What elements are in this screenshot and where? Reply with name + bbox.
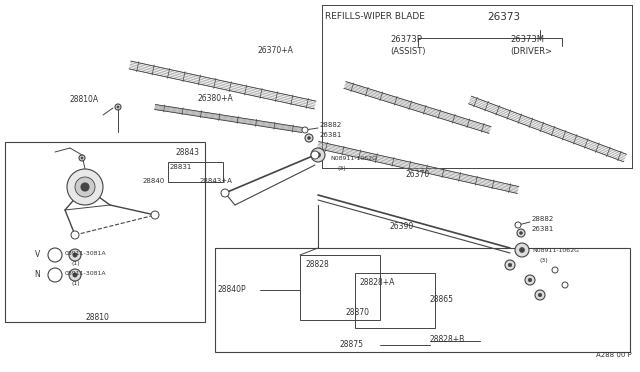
Text: 28870: 28870 bbox=[345, 308, 369, 317]
Text: V: V bbox=[35, 250, 40, 259]
Text: 08911-3081A: 08911-3081A bbox=[65, 251, 107, 256]
Text: 28875: 28875 bbox=[340, 340, 364, 349]
Bar bbox=[215, 248, 630, 352]
Circle shape bbox=[535, 290, 545, 300]
Text: N08911-1062G: N08911-1062G bbox=[330, 156, 377, 161]
Circle shape bbox=[316, 153, 321, 157]
Circle shape bbox=[302, 127, 308, 133]
Text: 28828+B: 28828+B bbox=[430, 335, 465, 344]
Circle shape bbox=[73, 273, 77, 277]
Circle shape bbox=[505, 260, 515, 270]
Circle shape bbox=[308, 137, 310, 140]
Circle shape bbox=[520, 232, 522, 234]
Text: 28882: 28882 bbox=[532, 216, 554, 222]
Circle shape bbox=[508, 263, 512, 267]
Text: (3): (3) bbox=[337, 166, 346, 171]
Circle shape bbox=[115, 104, 121, 110]
Circle shape bbox=[67, 169, 103, 205]
Text: 26373: 26373 bbox=[487, 12, 520, 22]
Circle shape bbox=[552, 267, 558, 273]
Circle shape bbox=[221, 189, 229, 197]
Circle shape bbox=[151, 211, 159, 219]
Text: 28882: 28882 bbox=[320, 122, 342, 128]
Circle shape bbox=[562, 282, 568, 288]
Text: 26370+A: 26370+A bbox=[258, 46, 294, 55]
Text: (1): (1) bbox=[72, 281, 81, 286]
Text: 28831: 28831 bbox=[170, 164, 193, 170]
Text: 26380+A: 26380+A bbox=[198, 94, 234, 103]
Circle shape bbox=[525, 275, 535, 285]
Text: 26373M: 26373M bbox=[510, 35, 544, 44]
Text: 26381: 26381 bbox=[532, 226, 554, 232]
Circle shape bbox=[538, 293, 541, 297]
Text: A288 00 P: A288 00 P bbox=[596, 352, 632, 358]
Circle shape bbox=[69, 249, 81, 261]
Bar bbox=[355, 273, 435, 328]
Text: (1): (1) bbox=[72, 261, 81, 266]
Text: N: N bbox=[35, 270, 40, 279]
Text: 28843+A: 28843+A bbox=[200, 178, 233, 184]
Circle shape bbox=[69, 269, 81, 281]
Text: 26373P: 26373P bbox=[390, 35, 422, 44]
Text: (ASSIST): (ASSIST) bbox=[390, 47, 426, 56]
Text: 26370: 26370 bbox=[405, 170, 429, 179]
Circle shape bbox=[71, 231, 79, 239]
Text: 28843: 28843 bbox=[175, 148, 199, 157]
Circle shape bbox=[311, 148, 325, 162]
Text: REFILLS-WIPER BLADE: REFILLS-WIPER BLADE bbox=[325, 12, 425, 21]
Circle shape bbox=[528, 278, 532, 282]
Circle shape bbox=[73, 253, 77, 257]
Circle shape bbox=[117, 106, 119, 108]
Circle shape bbox=[515, 243, 529, 257]
Circle shape bbox=[81, 183, 89, 191]
Circle shape bbox=[517, 229, 525, 237]
Circle shape bbox=[48, 268, 62, 282]
Text: N08911-1062G: N08911-1062G bbox=[532, 248, 579, 253]
Bar bbox=[300, 255, 380, 320]
Circle shape bbox=[48, 248, 62, 262]
Text: 28828+A: 28828+A bbox=[360, 278, 396, 287]
Text: (3): (3) bbox=[540, 258, 548, 263]
Text: 28828: 28828 bbox=[305, 260, 329, 269]
Text: (DRIVER>: (DRIVER> bbox=[510, 47, 552, 56]
Circle shape bbox=[79, 155, 85, 161]
Text: 28810: 28810 bbox=[85, 313, 109, 322]
Text: 28840: 28840 bbox=[143, 178, 165, 184]
Bar bbox=[168, 162, 223, 182]
Text: 28810A: 28810A bbox=[70, 95, 99, 104]
Bar bbox=[5, 142, 205, 322]
Circle shape bbox=[311, 151, 319, 159]
Circle shape bbox=[515, 222, 521, 228]
Circle shape bbox=[75, 177, 95, 197]
Text: 26381: 26381 bbox=[320, 132, 342, 138]
Circle shape bbox=[305, 134, 313, 142]
Text: 28865: 28865 bbox=[430, 295, 454, 304]
Circle shape bbox=[520, 247, 524, 253]
Text: 28840P: 28840P bbox=[218, 285, 246, 294]
Text: 08911-3081A: 08911-3081A bbox=[65, 271, 107, 276]
Circle shape bbox=[81, 157, 83, 159]
Text: 26390: 26390 bbox=[390, 222, 414, 231]
